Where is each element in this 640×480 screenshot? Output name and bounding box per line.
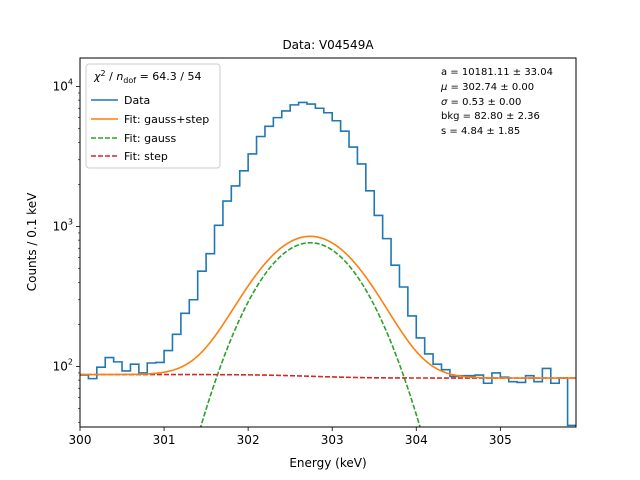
y-axis-label: Counts / 0.1 keV xyxy=(25,192,39,291)
y-tick-label: 102 xyxy=(53,358,73,374)
legend-label-gauss: Fit: gauss xyxy=(124,132,177,145)
chart-title: Data: V04549A xyxy=(282,38,374,52)
x-axis-label: Energy (keV) xyxy=(289,456,366,470)
x-axis: 300 301 302 303 304 305 xyxy=(69,427,512,447)
y-axis: 102 103 104 xyxy=(53,78,80,423)
legend-header: χ2 / ndof = 64.3 / 54 xyxy=(93,69,202,85)
x-tick-label: 304 xyxy=(405,433,428,447)
legend-label-data: Data xyxy=(124,94,150,107)
legend-box xyxy=(85,63,221,169)
legend: χ2 / ndof = 64.3 / 54 Data Fit: gauss+st… xyxy=(85,63,221,169)
series-layer xyxy=(80,101,576,427)
param-a: a = 10181.11 ± 33.04 xyxy=(441,67,553,78)
plot-frame xyxy=(79,57,577,428)
x-tick-label: 303 xyxy=(321,433,344,447)
x-tick-label: 300 xyxy=(69,433,92,447)
param-sigma: σ = 0.53 ± 0.00 xyxy=(441,97,521,108)
param-mu: μ = 302.74 ± 0.00 xyxy=(440,82,534,93)
y-tick-label: 103 xyxy=(53,218,73,234)
series-fit-gauss xyxy=(199,241,421,427)
series-data xyxy=(80,101,576,427)
fit-parameters: a = 10181.11 ± 33.04 μ = 302.74 ± 0.00 σ… xyxy=(440,67,553,137)
x-tick-label: 305 xyxy=(489,433,512,447)
x-tick-label: 301 xyxy=(153,433,176,447)
param-s: s = 4.84 ± 1.85 xyxy=(441,126,520,137)
x-tick-label: 302 xyxy=(237,433,260,447)
plot-area xyxy=(80,101,576,427)
legend-label-gauss-step: Fit: gauss+step xyxy=(124,113,209,126)
param-bkg: bkg = 82.80 ± 2.36 xyxy=(441,111,540,122)
legend-label-step: Fit: step xyxy=(124,150,168,163)
y-tick-label: 104 xyxy=(53,78,73,94)
series-fit-gauss-step xyxy=(80,235,576,379)
